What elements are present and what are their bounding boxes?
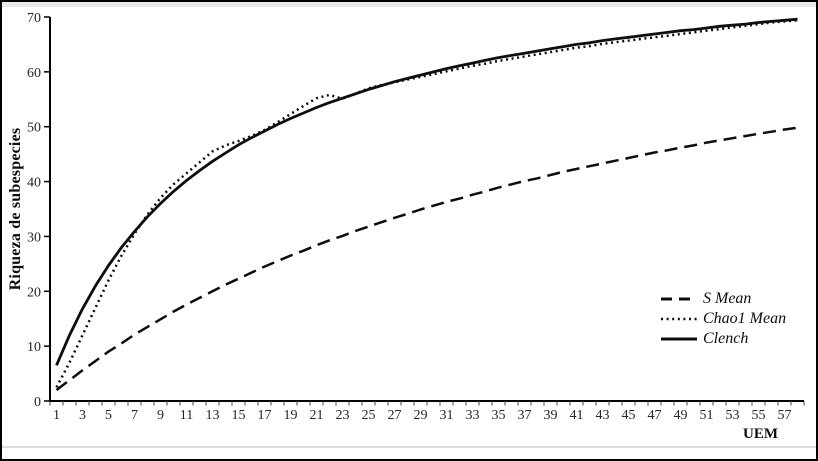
dotted-line-icon bbox=[661, 317, 697, 321]
svg-text:43: 43 bbox=[596, 408, 610, 423]
svg-text:23: 23 bbox=[336, 408, 350, 423]
svg-text:9: 9 bbox=[157, 408, 164, 423]
svg-text:10: 10 bbox=[27, 340, 41, 355]
x-axis-title: UEM bbox=[743, 426, 778, 442]
svg-text:15: 15 bbox=[232, 408, 246, 423]
svg-text:39: 39 bbox=[544, 408, 558, 423]
svg-text:0: 0 bbox=[34, 395, 41, 410]
svg-text:30: 30 bbox=[27, 230, 41, 245]
svg-text:3: 3 bbox=[79, 408, 86, 423]
svg-text:33: 33 bbox=[466, 408, 480, 423]
legend: S Mean Chao1 Mean Clench bbox=[660, 290, 786, 348]
svg-text:17: 17 bbox=[258, 408, 272, 423]
y-axis-title: Riqueza de subespecies bbox=[7, 127, 24, 291]
svg-text:27: 27 bbox=[388, 408, 402, 423]
legend-item-s-mean: S Mean bbox=[660, 290, 786, 308]
svg-text:47: 47 bbox=[648, 408, 662, 423]
svg-text:25: 25 bbox=[362, 408, 376, 423]
legend-label: Chao1 Mean bbox=[703, 310, 787, 327]
top-gray-strip bbox=[2, 2, 816, 7]
svg-text:55: 55 bbox=[752, 408, 766, 423]
svg-text:5: 5 bbox=[105, 408, 112, 423]
svg-text:19: 19 bbox=[284, 408, 298, 423]
svg-text:31: 31 bbox=[440, 408, 454, 423]
svg-text:70: 70 bbox=[27, 11, 41, 26]
svg-text:20: 20 bbox=[27, 285, 41, 300]
svg-text:35: 35 bbox=[492, 408, 506, 423]
solid-line-icon bbox=[661, 337, 697, 341]
svg-text:53: 53 bbox=[726, 408, 740, 423]
svg-text:21: 21 bbox=[310, 408, 324, 423]
svg-text:51: 51 bbox=[700, 408, 714, 423]
svg-text:40: 40 bbox=[27, 176, 41, 191]
legend-label: S Mean bbox=[703, 290, 752, 307]
svg-text:37: 37 bbox=[518, 408, 532, 423]
svg-text:7: 7 bbox=[131, 408, 138, 423]
legend-label: Clench bbox=[703, 330, 749, 347]
svg-text:1: 1 bbox=[53, 408, 60, 423]
svg-text:57: 57 bbox=[778, 408, 792, 423]
svg-text:50: 50 bbox=[27, 121, 41, 136]
svg-text:60: 60 bbox=[27, 66, 41, 81]
legend-item-chao1-mean: Chao1 Mean bbox=[660, 310, 786, 328]
svg-text:13: 13 bbox=[206, 408, 220, 423]
legend-item-clench: Clench bbox=[660, 330, 786, 348]
svg-text:29: 29 bbox=[414, 408, 428, 423]
svg-text:45: 45 bbox=[622, 408, 636, 423]
svg-text:49: 49 bbox=[674, 408, 688, 423]
bottom-gridline bbox=[2, 446, 816, 448]
dashed-line-icon bbox=[661, 297, 697, 301]
svg-text:41: 41 bbox=[570, 408, 584, 423]
svg-text:11: 11 bbox=[180, 408, 193, 423]
